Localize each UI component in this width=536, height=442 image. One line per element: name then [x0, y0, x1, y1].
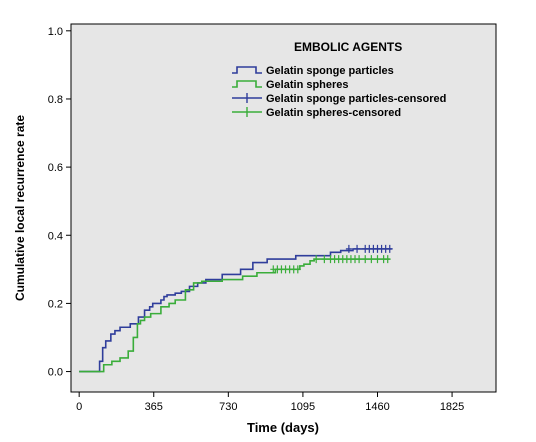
y-axis-title: Cumulative local recurrence rate	[13, 115, 27, 301]
legend-label: Gelatin sponge particles	[266, 65, 394, 77]
legend-swatch-step	[232, 80, 262, 88]
legend-label: Gelatin sponge particles-censored	[266, 93, 446, 105]
censor-layer	[270, 244, 393, 274]
legend-label: Gelatin spheres-censored	[266, 107, 401, 119]
legend: EMBOLIC AGENTS Gelatin sponge particles G…	[232, 40, 446, 119]
y-tick-label: 0.2	[48, 298, 63, 310]
x-tick-label: 730	[219, 401, 237, 413]
censor-mark-series-2	[321, 255, 328, 264]
censor-mark-series-1	[345, 244, 352, 253]
y-tick-label: 0.8	[48, 94, 63, 106]
censor-mark-series-1	[354, 244, 361, 253]
legend-swatch-step	[232, 66, 262, 74]
censor-mark-series-1	[386, 244, 393, 253]
censor-mark-series-2	[313, 255, 320, 264]
y-tick-label: 0.6	[48, 162, 63, 174]
censor-mark-series-2	[362, 255, 369, 264]
axis-ticks: 0 365 730 1095 1460 1825 0.0 0.2 0.4 0.6 0.8 1.0	[48, 26, 465, 413]
x-tick-label: 0	[76, 401, 82, 413]
km-step-line-series-1	[79, 248, 392, 373]
legend-label: Gelatin spheres	[266, 79, 349, 91]
censor-mark-series-2	[368, 255, 375, 264]
censor-mark-series-2	[356, 255, 363, 264]
y-tick-label: 0.4	[48, 230, 63, 242]
x-tick-label: 1825	[440, 401, 464, 413]
x-tick-label: 1095	[291, 401, 315, 413]
x-tick-label: 365	[145, 401, 163, 413]
censor-mark-series-2	[384, 255, 391, 264]
legend-swatch-censored	[232, 107, 262, 117]
censor-mark-series-2	[294, 265, 301, 274]
x-tick-label: 1460	[365, 401, 389, 413]
x-axis-title: Time (days)	[247, 420, 319, 435]
y-tick-label: 0.0	[48, 367, 63, 379]
legend-swatch-censored	[232, 93, 262, 103]
plot-area	[70, 23, 497, 393]
censor-mark-series-2	[374, 255, 381, 264]
y-tick-label: 1.0	[48, 26, 63, 38]
legend-title: EMBOLIC AGENTS	[294, 40, 402, 54]
